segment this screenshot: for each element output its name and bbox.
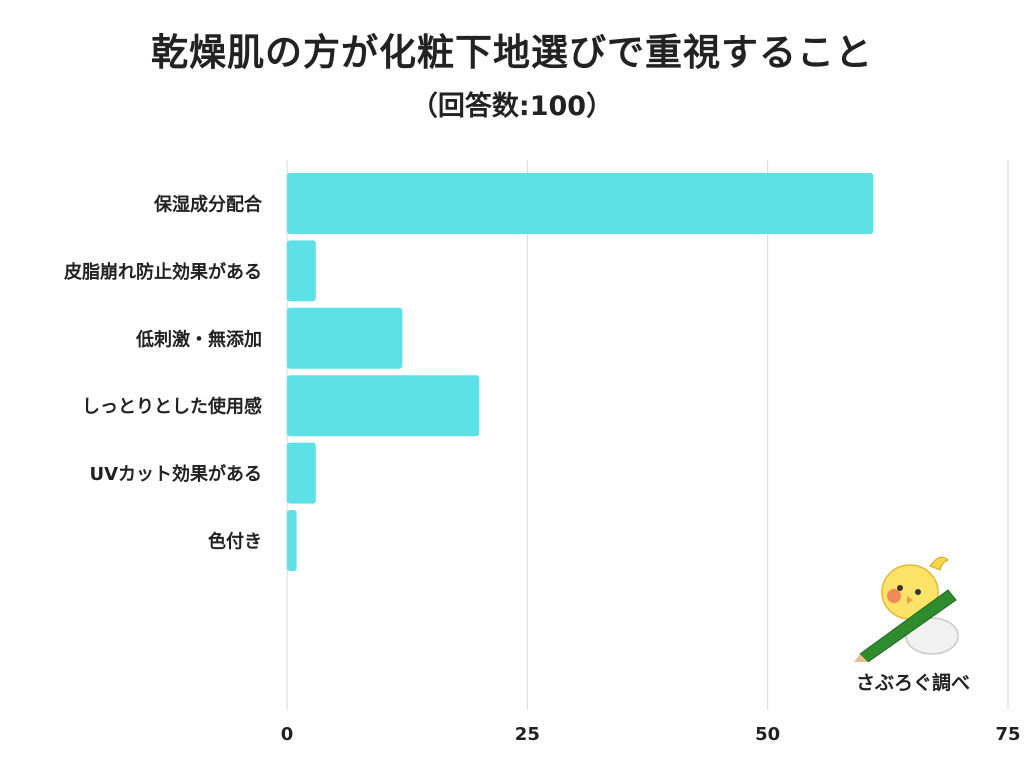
source-credit: さぶろぐ調べ xyxy=(855,672,970,694)
category-label: 皮脂崩れ防止効果がある xyxy=(64,261,262,283)
x-tick-label: 0 xyxy=(281,724,294,745)
x-tick-label: 75 xyxy=(995,724,1020,745)
category-label: しっとりとした使用感 xyxy=(82,396,262,418)
x-tick-label: 25 xyxy=(515,724,540,745)
category-label: 色付き xyxy=(208,531,262,553)
bar xyxy=(287,240,316,302)
category-label: 保湿成分配合 xyxy=(153,194,263,216)
bar xyxy=(287,173,874,234)
bar xyxy=(287,442,316,504)
chart-subtitle: （回答数:100） xyxy=(410,91,614,122)
x-tick-label: 50 xyxy=(755,724,780,745)
chart-title: 乾燥肌の方が化粧下地選びで重視すること xyxy=(151,31,873,74)
bar xyxy=(287,510,297,571)
category-label: 低刺激・無添加 xyxy=(135,328,262,350)
category-label: UVカット効果がある xyxy=(89,463,262,485)
bar xyxy=(287,307,403,369)
bird-mascot-icon xyxy=(854,556,959,662)
bar xyxy=(287,375,480,437)
